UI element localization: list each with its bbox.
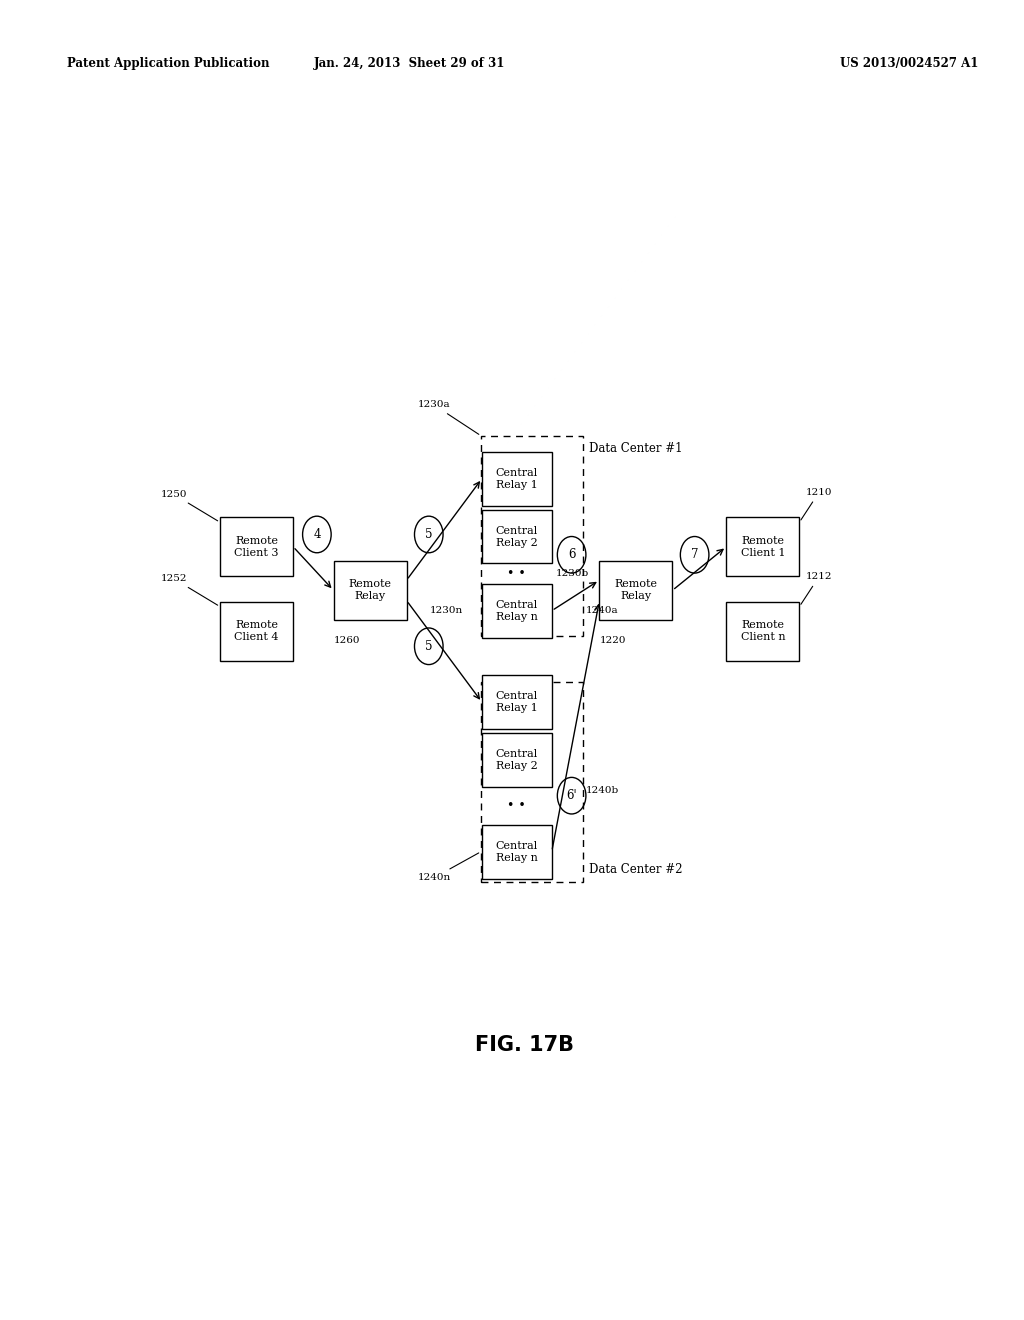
Text: Central
Relay 1: Central Relay 1: [496, 467, 538, 490]
Text: FIG. 17B: FIG. 17B: [475, 1035, 574, 1055]
Text: 1220: 1220: [599, 636, 626, 644]
Bar: [482, 451, 552, 506]
Text: 1230a: 1230a: [418, 400, 479, 434]
Text: 7: 7: [691, 548, 698, 561]
Text: 1212: 1212: [801, 572, 833, 605]
Text: 1230n: 1230n: [430, 606, 463, 615]
Text: 1240a: 1240a: [586, 606, 618, 615]
Text: Remote
Client 4: Remote Client 4: [234, 620, 279, 642]
Text: 1250: 1250: [161, 490, 218, 521]
Text: Remote
Client n: Remote Client n: [740, 620, 785, 642]
Text: Patent Application Publication: Patent Application Publication: [67, 57, 269, 70]
Text: Remote
Relay: Remote Relay: [614, 579, 657, 602]
Bar: [481, 682, 583, 882]
Bar: [482, 510, 552, 564]
Text: 1230b: 1230b: [556, 569, 589, 578]
Bar: [482, 825, 552, 879]
Bar: [220, 517, 293, 576]
Text: 5: 5: [425, 528, 432, 541]
Text: 1260: 1260: [334, 636, 360, 644]
Bar: [599, 561, 673, 620]
Text: • •: • •: [508, 568, 526, 579]
Text: Central
Relay n: Central Relay n: [496, 841, 538, 862]
Text: US 2013/0024527 A1: US 2013/0024527 A1: [840, 57, 978, 70]
Bar: [220, 602, 293, 660]
Bar: [482, 733, 552, 787]
Text: 1210: 1210: [801, 488, 833, 520]
Text: Remote
Client 1: Remote Client 1: [740, 536, 785, 557]
Text: • •: • •: [508, 800, 526, 812]
Bar: [334, 561, 407, 620]
Text: Remote
Relay: Remote Relay: [348, 579, 391, 602]
Bar: [481, 436, 583, 636]
Text: Central
Relay 2: Central Relay 2: [496, 750, 538, 771]
Text: 6: 6: [568, 548, 575, 561]
Text: 1240b: 1240b: [586, 787, 620, 795]
Text: 6': 6': [566, 789, 577, 803]
Text: Central
Relay n: Central Relay n: [496, 599, 538, 622]
Bar: [482, 676, 552, 729]
Bar: [726, 517, 800, 576]
Text: 4: 4: [313, 528, 321, 541]
Text: Remote
Client 3: Remote Client 3: [234, 536, 279, 557]
Text: Data Center #2: Data Center #2: [589, 863, 683, 876]
Text: 1240n: 1240n: [418, 853, 478, 882]
Text: Central
Relay 2: Central Relay 2: [496, 525, 538, 548]
Text: 1252: 1252: [161, 574, 218, 605]
Text: Jan. 24, 2013  Sheet 29 of 31: Jan. 24, 2013 Sheet 29 of 31: [314, 57, 505, 70]
Text: Data Center #1: Data Center #1: [589, 442, 683, 454]
Bar: [726, 602, 800, 660]
Text: Central
Relay 1: Central Relay 1: [496, 692, 538, 713]
Text: 5: 5: [425, 640, 432, 653]
Bar: [482, 583, 552, 638]
